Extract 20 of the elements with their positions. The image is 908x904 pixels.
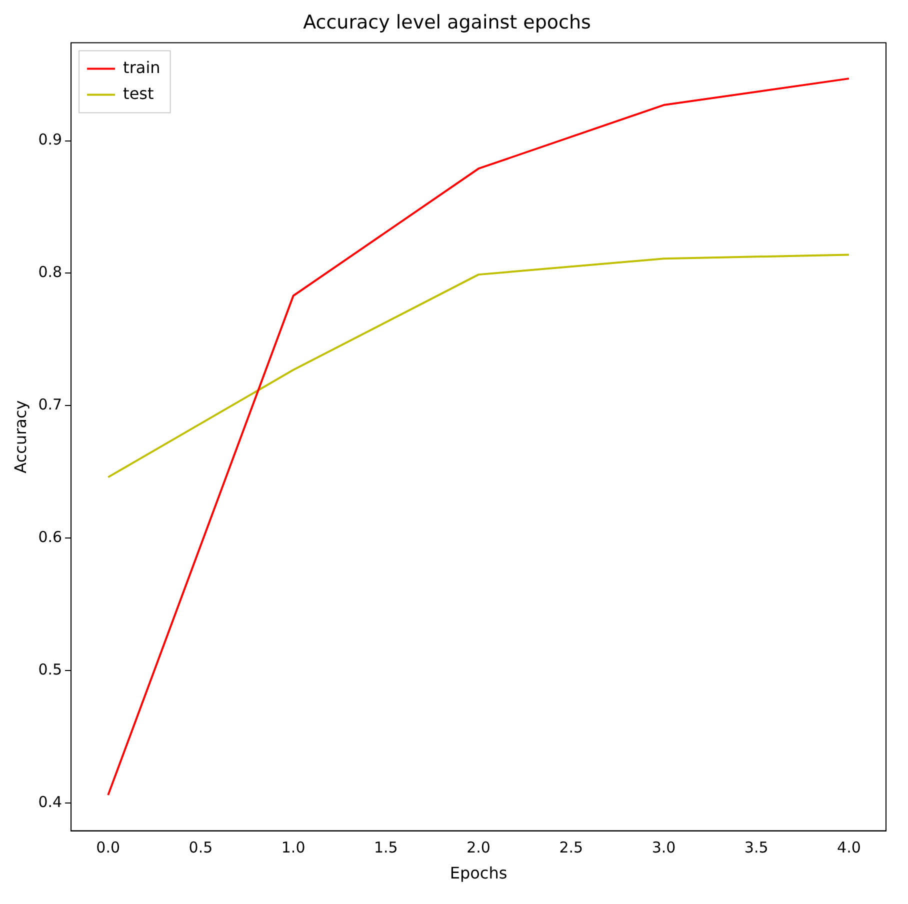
x-tick-label: 3.5 [744,838,768,857]
legend-label: test [123,84,154,103]
y-tick-label: 0.7 [38,396,62,414]
y-tick-label: 0.6 [38,528,62,546]
chart-title: Accuracy level against epochs [303,11,591,34]
x-tick-label: 3.0 [652,838,676,857]
x-tick-label: 1.5 [374,838,398,857]
y-tick-label: 0.5 [38,660,62,678]
x-tick-label: 2.0 [466,838,490,857]
y-axis-title: Accuracy [10,400,30,474]
legend-label: train [123,58,160,77]
x-tick-label: 0.5 [188,838,213,857]
y-tick-label: 0.8 [38,263,62,282]
y-tick-label: 0.4 [38,792,62,811]
y-tick-label: 0.9 [38,130,62,149]
x-tick-label: 1.0 [281,838,306,857]
x-axis-title: Epochs [450,864,508,883]
x-tick-label: 2.5 [559,838,584,857]
x-tick-label: 0.0 [96,838,120,857]
x-tick-label: 4.0 [837,838,861,857]
